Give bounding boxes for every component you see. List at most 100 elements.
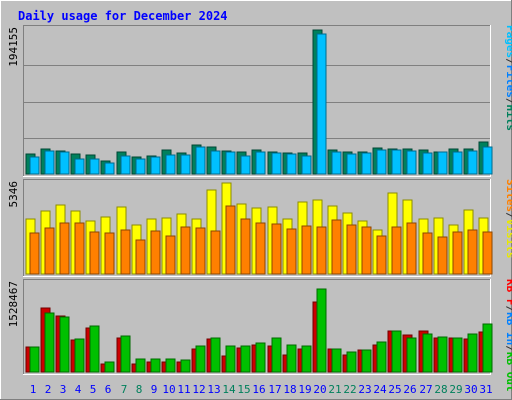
- bar-sites: [286, 228, 297, 275]
- bar-kb-out: [195, 345, 206, 373]
- chart-title: Daily usage for December 2024: [18, 9, 228, 23]
- bar-sites: [406, 222, 417, 275]
- bar-pages: [89, 158, 100, 175]
- bar-sites: [391, 226, 402, 275]
- day-label: 23: [358, 383, 371, 396]
- bar-sites: [361, 226, 372, 275]
- bar-pages: [59, 151, 70, 175]
- bar-kb-out: [376, 341, 387, 373]
- bar-kb-out: [452, 337, 463, 373]
- day-label: 5: [90, 383, 97, 396]
- bar-pages: [316, 33, 327, 175]
- bar-pages: [240, 155, 251, 175]
- bar-pages: [120, 155, 131, 175]
- legend: Pages/Files/Hits: [504, 25, 512, 131]
- bar-sites: [240, 218, 251, 275]
- bar-kb-out: [346, 351, 357, 373]
- bar-sites: [271, 223, 282, 275]
- bar-kb-out: [89, 325, 100, 373]
- legend-item: KB Out: [504, 352, 512, 392]
- day-label: 30: [464, 383, 477, 396]
- bar-sites: [422, 232, 433, 275]
- bar-kb-out: [467, 333, 478, 373]
- bar-pages: [225, 151, 236, 175]
- y-max-label: 194155: [7, 27, 20, 67]
- bar-sites: [225, 205, 236, 275]
- legend-item: /: [504, 345, 512, 352]
- bar-sites: [331, 219, 342, 275]
- legend-item: Sites: [504, 179, 512, 212]
- bar-sites: [165, 235, 176, 275]
- bar-pages: [104, 162, 115, 175]
- day-labels: 1 2 3 4 5 6 7 8 9 10 11 12 13 14 15 16 17 18 19 20 21 22 23 24 2…: [30, 383, 493, 396]
- bar-kb-out: [135, 358, 146, 373]
- day-label: 14: [222, 383, 236, 396]
- panels-group: 194155Pages/Files/Hits5346Sites/Visits15…: [7, 25, 512, 392]
- bar-pages: [406, 150, 417, 175]
- bar-kb-out: [255, 342, 266, 373]
- day-label: 8: [136, 383, 143, 396]
- bar-pages: [150, 156, 161, 175]
- bar-sites: [150, 230, 161, 275]
- bar-sites: [195, 227, 206, 275]
- bar-sites: [180, 226, 191, 275]
- day-label: 1: [30, 383, 37, 396]
- bar-sites: [437, 236, 448, 275]
- bar-sites: [316, 226, 327, 275]
- bar-kb-out: [271, 337, 282, 373]
- legend-item: Pages: [504, 25, 512, 58]
- bar-sites: [301, 225, 312, 275]
- bar-pages: [376, 149, 387, 175]
- bar-kb-out: [316, 288, 327, 373]
- bar-pages: [422, 152, 433, 175]
- day-label: 31: [479, 383, 492, 396]
- day-label: 10: [162, 383, 175, 396]
- panel-2: 5346 Sites/Visits: [7, 179, 512, 277]
- bar-pages: [286, 153, 297, 175]
- day-label: 26: [403, 383, 416, 396]
- bar-kb-out: [331, 348, 342, 373]
- day-label: 18: [283, 383, 296, 396]
- day-label: 27: [419, 383, 432, 396]
- legend-item: KB In: [504, 312, 512, 345]
- bar-kb-out: [165, 358, 176, 373]
- y-max-label: 5346: [7, 181, 20, 208]
- bar-sites: [74, 222, 85, 275]
- bar-pages: [361, 152, 372, 175]
- bar-kb-out: [240, 345, 251, 373]
- bar-kb-out: [150, 358, 161, 373]
- bar-pages: [301, 155, 312, 175]
- bar-kb-out: [301, 345, 312, 373]
- day-label: 24: [373, 383, 387, 396]
- bar-kb-out: [286, 344, 297, 373]
- day-label: 17: [268, 383, 281, 396]
- day-label: 12: [192, 383, 205, 396]
- bar-pages: [346, 153, 357, 175]
- day-label: 16: [252, 383, 265, 396]
- bar-sites: [482, 231, 493, 275]
- legend-item: Visits: [504, 219, 512, 259]
- bar-kb-out: [44, 312, 55, 373]
- bar-sites: [104, 232, 115, 275]
- legend-item: KB F: [504, 279, 512, 306]
- legend-item: /: [504, 98, 512, 105]
- day-label: 19: [298, 383, 311, 396]
- bar-sites: [89, 231, 100, 275]
- bar-kb-out: [104, 361, 115, 373]
- bar-kb-out: [29, 346, 40, 373]
- bar-pages: [482, 146, 493, 175]
- bar-kb-out: [210, 337, 221, 373]
- day-label: 4: [75, 383, 82, 396]
- day-label: 25: [388, 383, 401, 396]
- bar-pages: [255, 151, 266, 175]
- bar-pages: [29, 156, 40, 175]
- y-max-label: 1528467: [7, 281, 20, 327]
- bar-sites: [255, 222, 266, 275]
- bar-sites: [135, 239, 146, 275]
- bar-pages: [210, 150, 221, 175]
- day-label: 6: [105, 383, 112, 396]
- bar-kb-out: [59, 316, 70, 373]
